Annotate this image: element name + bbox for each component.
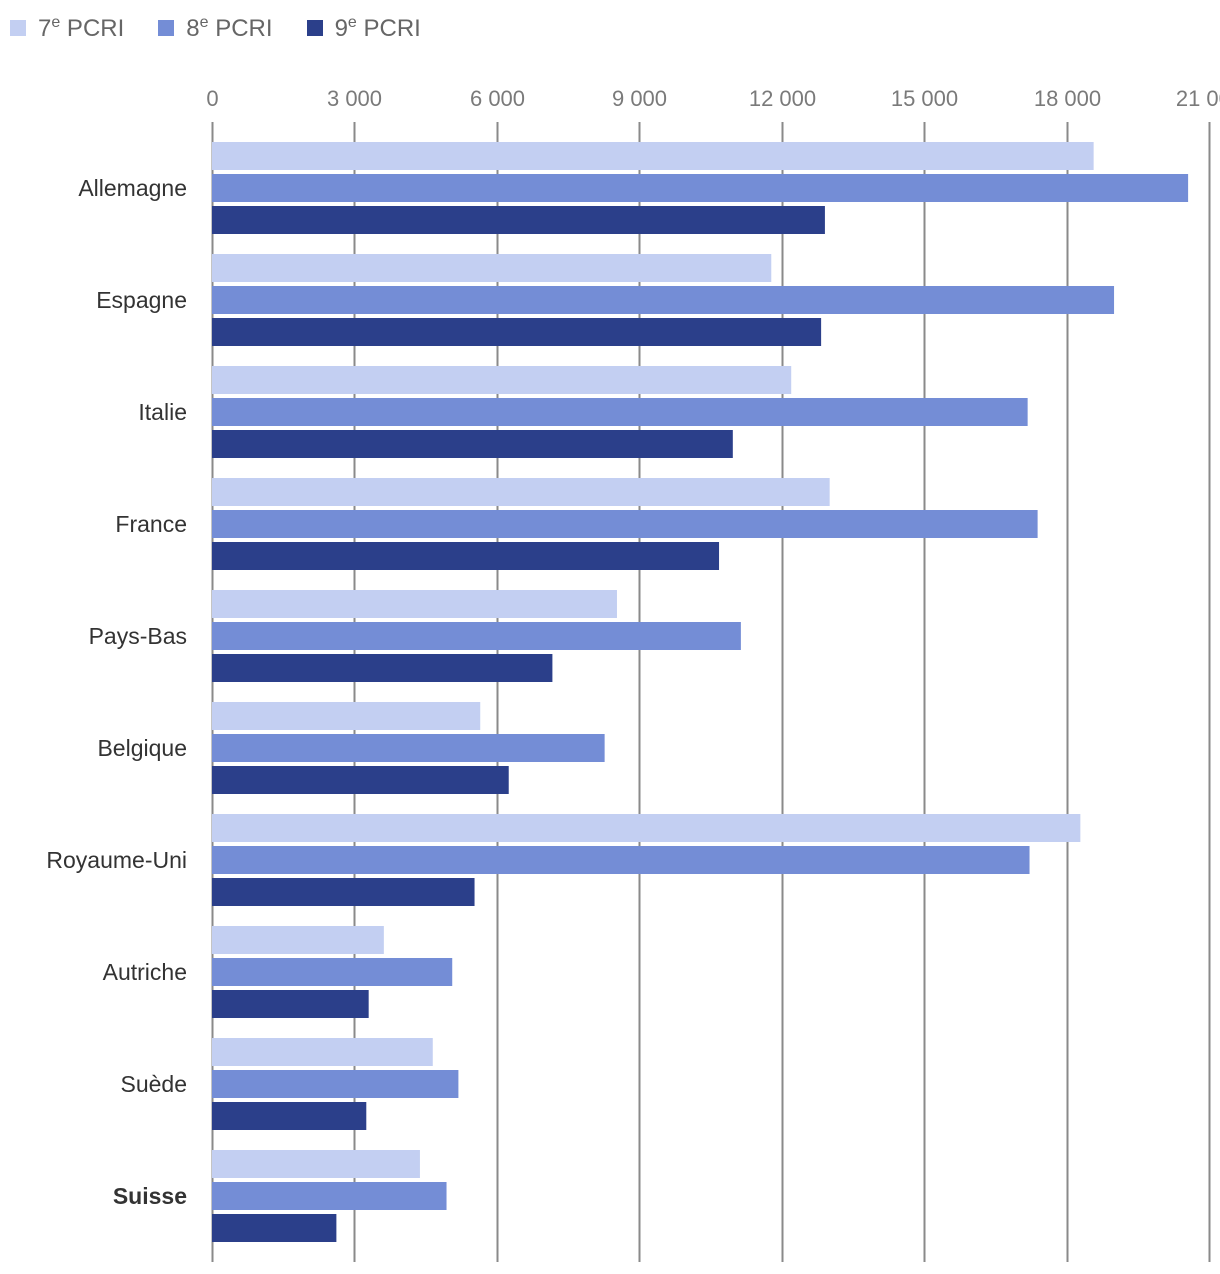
legend-swatch [158, 20, 175, 36]
bar [212, 206, 825, 234]
category-label: Belgique [97, 735, 187, 761]
category-label: France [115, 511, 187, 537]
legend-label-superscript: e [199, 13, 209, 31]
category-label: Suisse [113, 1183, 187, 1209]
bar [212, 990, 369, 1018]
legend-swatch [10, 20, 26, 36]
bar [212, 734, 605, 762]
legend-item: 9e PCRI [306, 14, 421, 43]
bar [212, 398, 1028, 426]
x-tick-label: 12 000 [749, 86, 816, 111]
legend-label-superscript: e [51, 13, 61, 31]
x-tick-label: 6 000 [470, 86, 525, 111]
legend-label-suffix: PCRI [356, 14, 421, 42]
bar [212, 1038, 433, 1066]
category-label: Allemagne [78, 175, 187, 201]
bar [212, 702, 481, 730]
category-label: Autriche [103, 959, 187, 985]
x-tick-label: 3 000 [327, 86, 382, 111]
bar [212, 958, 453, 986]
bar [212, 286, 1115, 314]
bar [212, 1070, 459, 1098]
legend-item: 8e PCRI [158, 14, 273, 43]
bar [212, 366, 792, 394]
bar [212, 478, 830, 506]
legend-label: 8e PCRI [186, 14, 272, 43]
bar [212, 766, 509, 794]
legend-item: 7e PCRI [10, 14, 124, 43]
legend-label: 7e PCRI [38, 14, 124, 43]
bar [212, 542, 720, 570]
bar [212, 622, 741, 650]
legend-label-superscript: e [347, 13, 357, 31]
bar [212, 878, 475, 906]
bar [212, 430, 733, 458]
bar [212, 654, 553, 682]
bar [212, 1150, 420, 1178]
bar [212, 590, 617, 618]
x-tick-label: 21 000 [1176, 86, 1220, 111]
bar [212, 318, 822, 346]
category-label: Espagne [96, 287, 187, 313]
legend-label-number: 7 [38, 14, 52, 42]
bar [212, 1182, 447, 1210]
category-label: Italie [138, 399, 187, 425]
x-tick-label: 18 000 [1034, 86, 1101, 111]
x-tick-label: 15 000 [891, 86, 958, 111]
bar [212, 142, 1094, 170]
bar [212, 1214, 337, 1242]
legend-label-suffix: PCRI [208, 14, 273, 42]
bar [212, 1102, 367, 1130]
x-tick-label: 0 [206, 86, 218, 111]
bar [212, 174, 1189, 202]
category-label: Suède [120, 1071, 187, 1097]
legend-label-number: 8 [186, 14, 200, 42]
category-label: Pays-Bas [89, 623, 187, 649]
legend-label: 9e PCRI [335, 14, 421, 43]
legend-label-number: 9 [334, 14, 348, 42]
legend: 7e PCRI 8e PCRI 9e PCRI [10, 12, 455, 44]
legend-swatch [306, 20, 323, 36]
category-label: Royaume-Uni [46, 847, 187, 873]
bar [212, 254, 772, 282]
bar [212, 846, 1030, 874]
x-tick-label: 9 000 [612, 86, 667, 111]
bar [212, 926, 384, 954]
bar [212, 814, 1081, 842]
bar [212, 510, 1038, 538]
legend-label-suffix: PCRI [60, 14, 125, 42]
